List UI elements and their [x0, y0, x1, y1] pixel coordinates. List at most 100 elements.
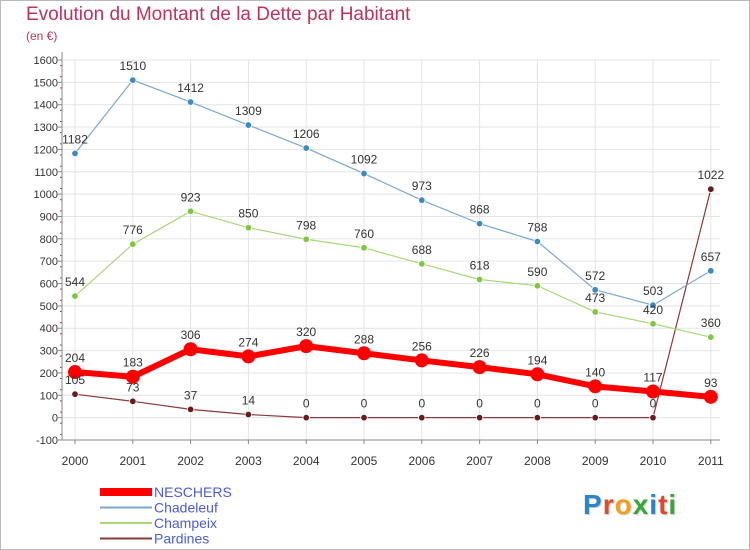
data-label: 0 [361, 397, 368, 411]
logo-letter: x [632, 489, 650, 520]
legend-label: Chadeleuf [154, 500, 218, 516]
x-tick-label: 2002 [177, 454, 204, 468]
data-label: 1510 [119, 59, 146, 73]
data-label: 0 [418, 397, 425, 411]
logo-letter: i [668, 489, 678, 520]
legend-label: Pardines [154, 531, 209, 547]
data-label: 473 [585, 291, 605, 305]
proxiti-logo: Proxiti [583, 489, 677, 521]
data-label: 798 [296, 218, 316, 232]
data-point [129, 76, 137, 84]
data-label: 618 [470, 259, 490, 273]
data-label: 544 [65, 275, 85, 289]
series-line-chadeleuf [74, 79, 712, 306]
data-point [71, 292, 79, 300]
y-tick-label: 700 [40, 256, 58, 268]
data-label: 37 [184, 388, 198, 402]
y-tick-label: 1000 [34, 189, 58, 201]
x-tick-label: 2010 [640, 454, 667, 468]
data-point [418, 196, 426, 204]
x-tick-label: 2005 [351, 454, 378, 468]
data-label: 194 [527, 353, 547, 367]
data-point [472, 360, 487, 375]
data-label: 776 [123, 223, 143, 237]
y-tick-label: 100 [40, 390, 58, 402]
data-label: 420 [643, 303, 663, 317]
data-label: 0 [476, 397, 483, 411]
y-tick-label: 1200 [34, 144, 58, 156]
data-point [186, 207, 195, 216]
y-tick-label: 300 [40, 346, 58, 358]
data-point [360, 244, 368, 252]
chart-subtitle: (en €) [26, 29, 58, 43]
data-point [530, 367, 545, 382]
data-label: 274 [238, 335, 258, 349]
series-line-pardines [74, 189, 712, 419]
data-label: 204 [65, 351, 85, 365]
chart-title: Evolution du Montant de la Dette par Hab… [26, 4, 411, 25]
data-point [302, 144, 310, 152]
data-point [183, 342, 198, 357]
data-point [244, 410, 253, 419]
data-label: 360 [701, 316, 721, 330]
legend-label: Champeix [154, 515, 217, 531]
data-label: 183 [123, 356, 143, 370]
data-label: 117 [643, 370, 662, 384]
logo-letter: o [614, 489, 633, 520]
data-point [649, 413, 657, 422]
data-label: 0 [534, 397, 541, 411]
x-tick-label: 2004 [293, 454, 320, 468]
data-point [591, 308, 599, 316]
logo-letter: P [583, 489, 603, 520]
data-point [360, 413, 368, 422]
data-label: 1022 [697, 168, 724, 182]
y-tick-label: 1300 [34, 122, 58, 134]
x-tick-label: 2006 [408, 454, 435, 468]
y-tick-label: 900 [40, 211, 58, 223]
data-label: 503 [643, 284, 663, 298]
data-label: 0 [592, 397, 599, 411]
data-point [533, 282, 542, 290]
data-point [649, 301, 657, 309]
x-tick-label: 2003 [235, 454, 262, 468]
y-tick-label: 1500 [34, 77, 58, 89]
x-tick-label: 2008 [524, 454, 551, 468]
data-label: 306 [181, 328, 201, 342]
logo-letter: i [649, 489, 659, 520]
data-label: 923 [181, 190, 201, 204]
data-label: 788 [527, 221, 547, 235]
data-point [68, 365, 82, 380]
series-line-champeix [74, 210, 711, 338]
x-tick-label: 2000 [62, 454, 89, 468]
data-label: 93 [704, 376, 718, 390]
data-point [71, 390, 79, 398]
y-tick-label: 500 [40, 301, 58, 313]
data-label: 572 [585, 269, 605, 283]
legend-label: NESCHERS [154, 484, 232, 500]
y-tick-label: 1600 [34, 55, 58, 67]
y-tick-label: 200 [40, 368, 58, 380]
data-point [418, 260, 426, 268]
data-point [707, 333, 715, 341]
data-point [588, 379, 603, 394]
data-point [414, 353, 429, 368]
data-label: 0 [650, 397, 657, 411]
data-label: 590 [527, 265, 547, 279]
data-point [129, 397, 137, 406]
data-label: 0 [303, 397, 310, 411]
data-point [244, 121, 253, 129]
data-label: 256 [412, 339, 432, 353]
logo-letter: t [658, 489, 669, 520]
data-point [591, 286, 599, 294]
data-label: 868 [470, 203, 490, 217]
data-label: 973 [412, 179, 432, 193]
data-point [646, 384, 660, 399]
data-label: 1182 [62, 132, 88, 146]
series-line-neschers [74, 343, 712, 400]
data-label: 320 [296, 325, 316, 339]
data-label: 140 [585, 365, 605, 379]
data-label: 850 [238, 207, 258, 221]
data-point [475, 275, 484, 284]
data-label: 1309 [235, 104, 262, 118]
